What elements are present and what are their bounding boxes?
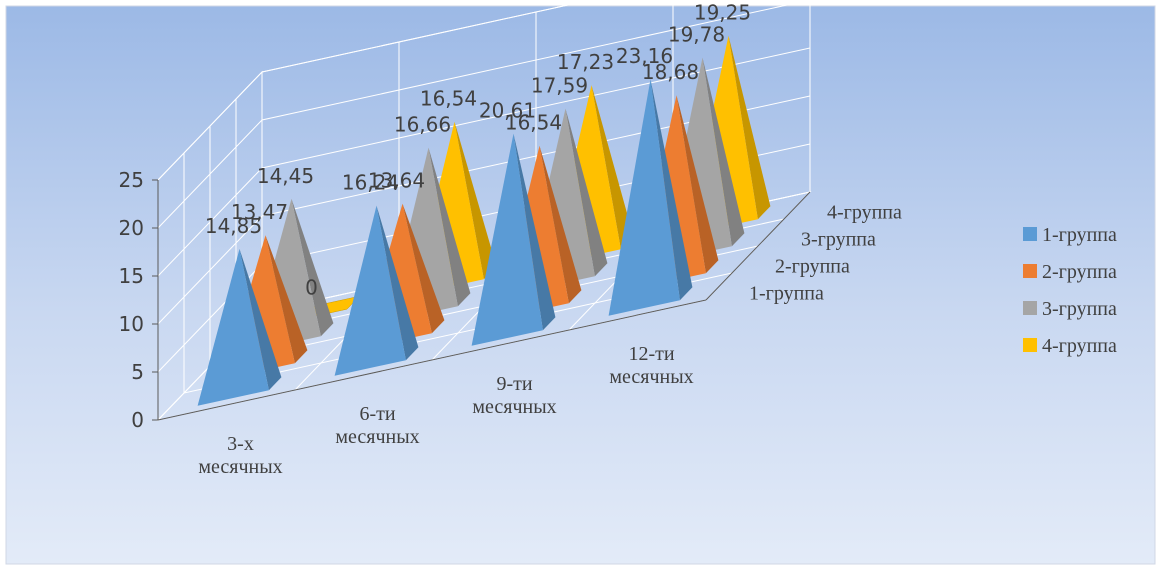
y-tick-label: 5	[131, 360, 144, 384]
depth-tick-label: 4-группа	[827, 202, 902, 224]
data-label: 14,85	[205, 214, 262, 238]
legend-label: 1-группа	[1042, 224, 1117, 246]
x-tick-label: 9-ти месячных	[472, 373, 556, 418]
y-tick-label: 20	[119, 216, 144, 240]
legend-swatch	[1023, 301, 1037, 315]
x-tick-label: 12-ти месячных	[609, 343, 693, 388]
legend-swatch	[1023, 227, 1037, 241]
y-tick-label: 25	[119, 168, 144, 192]
x-tick-label: 6-ти месячных	[335, 403, 419, 448]
x-tick-label: 3-х месячных	[198, 433, 282, 478]
pyramid-1-2	[334, 205, 419, 376]
data-label: 16,24	[342, 171, 399, 195]
legend-label: 3-группа	[1042, 298, 1117, 320]
data-label: 18,68	[642, 60, 699, 84]
legend-swatch	[1023, 264, 1037, 278]
legend-label: 4-группа	[1042, 335, 1117, 357]
data-label: 17,23	[557, 50, 614, 74]
legend-swatch	[1023, 338, 1037, 352]
pyramid-1-3	[471, 133, 556, 346]
depth-tick-label: 1-группа	[749, 283, 824, 305]
data-label: 14,45	[257, 164, 314, 188]
data-label: 17,59	[531, 74, 588, 98]
x-axis-line	[157, 299, 707, 421]
data-label: 16,54	[505, 111, 562, 135]
data-label: 19,25	[694, 1, 751, 25]
data-label: 16,66	[394, 113, 451, 137]
depth-tick-label: 2-группа	[775, 256, 850, 278]
pyramid-1-1	[197, 248, 282, 406]
y-tick-label: 10	[119, 312, 144, 336]
data-label: 19,78	[668, 23, 725, 47]
legend-label: 2-группа	[1042, 261, 1117, 283]
data-label: 20,61	[479, 99, 536, 123]
y-tick-label: 15	[119, 264, 144, 288]
depth-axis-line	[705, 191, 811, 301]
data-label: 16,54	[420, 87, 477, 111]
depth-tick-label: 3-группа	[801, 229, 876, 251]
data-label: 0	[305, 276, 318, 300]
pyramid-1-4	[608, 79, 693, 316]
data-label: 13,64	[368, 169, 425, 193]
data-label: 23,16	[616, 44, 673, 68]
y-tick-label: 0	[131, 408, 144, 432]
data-label: 13,47	[231, 200, 288, 224]
